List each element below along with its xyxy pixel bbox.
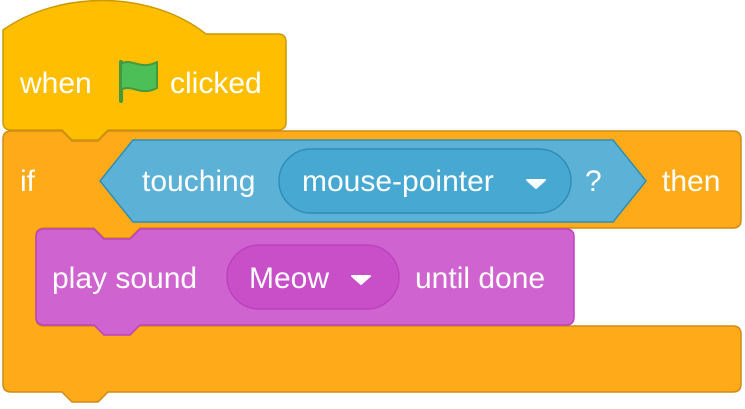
when-label: when [20,67,92,100]
play-sound-label: play sound [52,262,198,295]
then-label: then [662,165,721,198]
question-mark-label: ? [585,165,602,198]
if-label: if [20,165,35,198]
green-flag-icon [119,60,158,103]
clicked-label: clicked [170,67,262,100]
touching-chevron-down-icon [526,179,546,189]
touching-label: touching [142,165,256,198]
sound-menu-dropdown[interactable] [226,244,400,310]
sound-menu-value: Meow [249,262,330,295]
touching-menu-dropdown[interactable] [278,148,572,214]
until-done-label: until done [415,262,546,295]
touching-menu-value: mouse-pointer [302,165,494,198]
sound-chevron-down-icon [351,275,371,285]
